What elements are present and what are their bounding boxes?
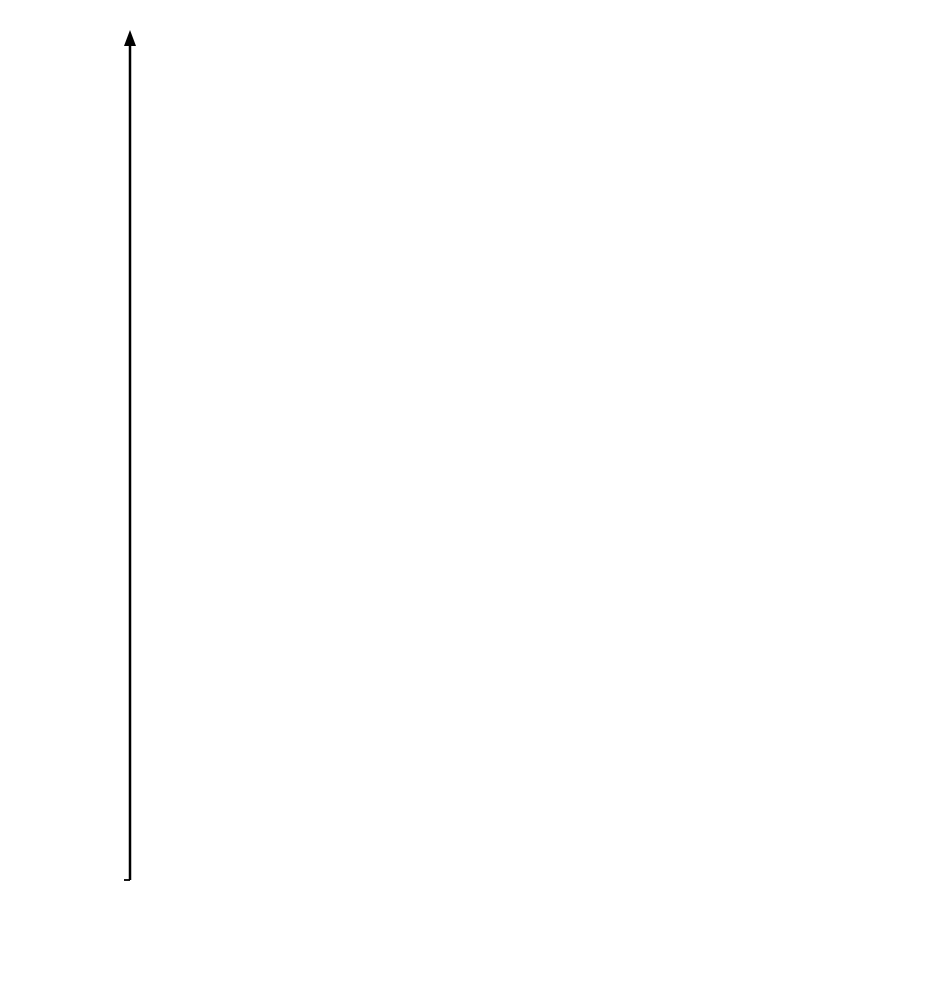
left-axis-arrow xyxy=(124,30,136,46)
turbine-startup-chart xyxy=(0,0,932,990)
